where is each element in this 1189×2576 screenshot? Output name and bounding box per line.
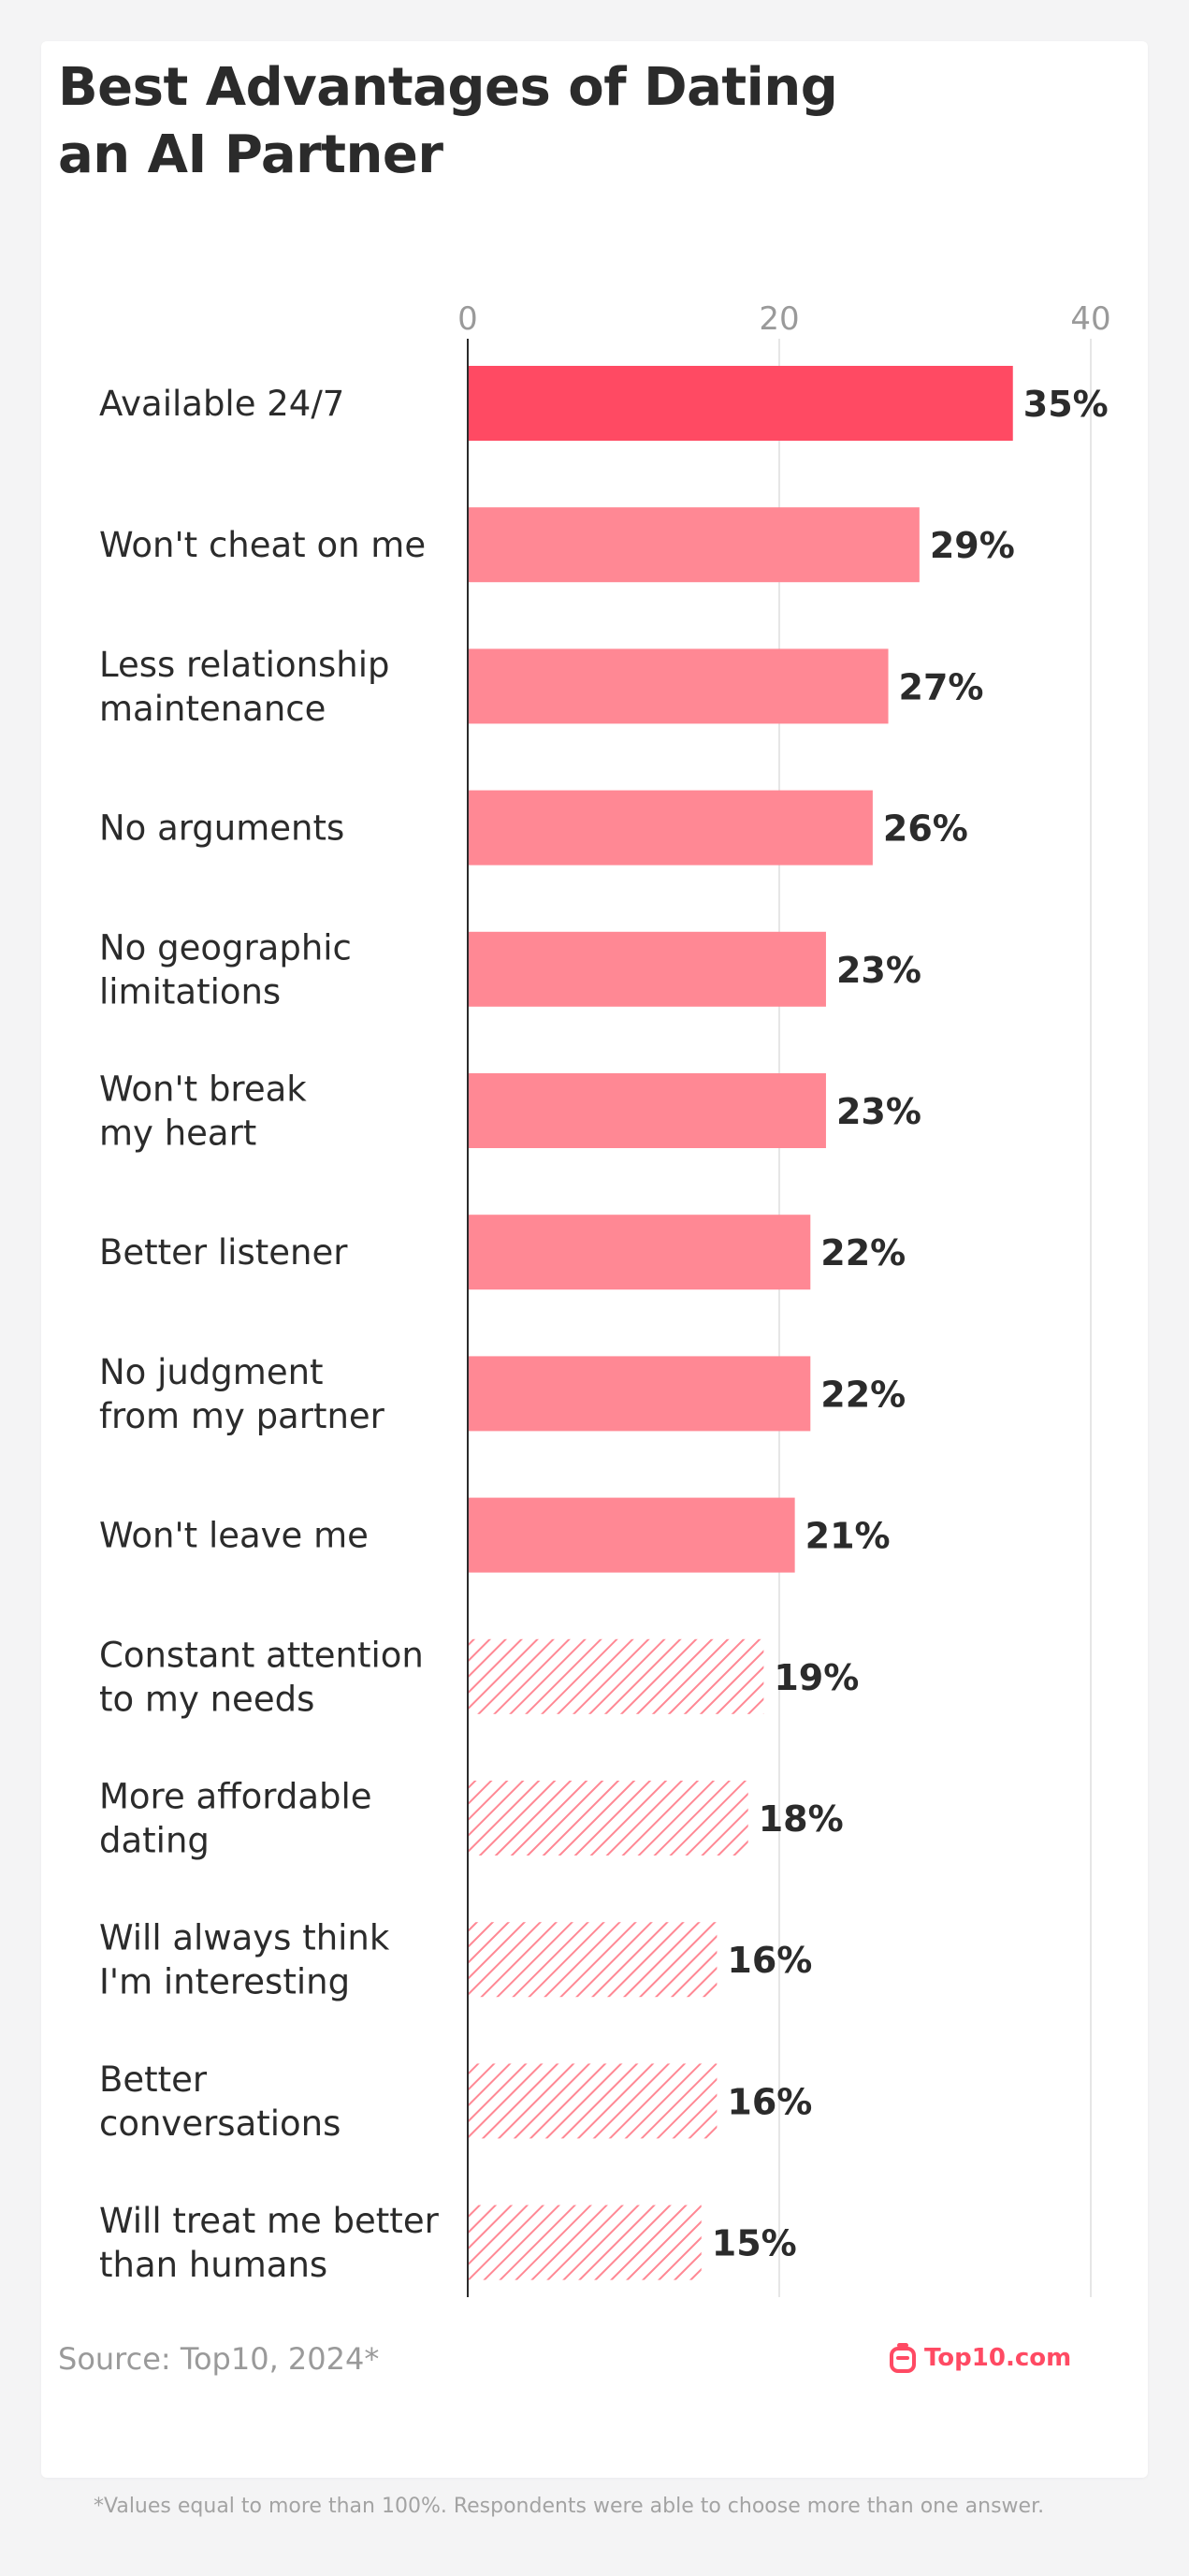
top10-logo-icon (890, 2343, 916, 2373)
value-label-1: 35% (1023, 384, 1109, 425)
category-label-12-line-1: Will always think (99, 1918, 390, 1958)
category-label-10-line-1: Constant attention (99, 1635, 424, 1675)
value-label-3: 27% (899, 666, 984, 707)
tick-label-0: 0 (457, 300, 478, 338)
value-label-2: 29% (930, 525, 1015, 566)
category-labels: Available 24/7 Won't cheat on me Less rela… (99, 384, 440, 2285)
brand-name: Top10.com (924, 2344, 1072, 2372)
bar-2 (468, 507, 920, 583)
value-label-11: 18% (759, 1798, 844, 1840)
tick-label-20: 20 (759, 300, 799, 338)
value-labels: 35% 29% 27% 26% 23% 23% 22% 22% 21% 19% 18% 16% 16% 1… (712, 384, 1109, 2264)
bar-4 (468, 790, 873, 866)
category-label-8-line-1: No judgment (99, 1352, 324, 1392)
value-label-8: 22% (820, 1374, 906, 1415)
category-label-14-line-1: Will treat me better (99, 2201, 440, 2241)
value-label-9: 21% (805, 1516, 891, 1557)
category-label-13-line-2: conversations (99, 2103, 341, 2144)
value-label-10: 19% (774, 1657, 859, 1698)
category-label-12-line-2: I'm interesting (99, 1962, 350, 2002)
brand-logo[interactable]: Top10.com (889, 2337, 1071, 2379)
value-label-13: 16% (727, 2081, 812, 2122)
value-label-14: 15% (712, 2223, 797, 2264)
tick-label-40: 40 (1070, 300, 1110, 338)
bar-6 (468, 1073, 826, 1148)
bars (468, 366, 1013, 2280)
category-label-4: No arguments (99, 808, 344, 849)
category-label-6-line-2: my heart (99, 1113, 256, 1154)
category-label-7: Better listener (99, 1232, 348, 1273)
category-label-11-line-1: More affordable (99, 1777, 372, 1817)
footnote-text: *Values equal to more than 100%. Respond… (94, 2495, 1045, 2518)
category-label-10-line-2: to my needs (99, 1679, 314, 1719)
chart-title-line-2: an AI Partner (58, 124, 443, 185)
category-label-6-line-1: Won't break (99, 1070, 307, 1110)
value-label-5: 23% (836, 950, 921, 991)
source-text: Source: Top10, 2024* (58, 2341, 380, 2377)
bar-10 (468, 1638, 764, 1714)
value-label-7: 22% (820, 1232, 906, 1273)
chart-title: Best Advantages of Dating an AI Partner (58, 54, 900, 189)
value-label-6: 23% (836, 1091, 921, 1132)
category-label-1: Available 24/7 (99, 384, 344, 424)
x-axis-ticks: 0 20 40 (457, 300, 1110, 338)
category-label-5-line-1: No geographic (99, 927, 352, 968)
bar-5 (468, 931, 826, 1007)
bar-12 (468, 1922, 718, 1998)
bar-11 (468, 1781, 748, 1856)
grid-lines (778, 339, 1092, 2297)
bar-8 (468, 1356, 811, 1432)
bar-9 (468, 1497, 795, 1573)
bar-7 (468, 1215, 811, 1290)
category-label-3-line-1: Less relationship (99, 645, 390, 685)
category-label-14-line-2: than humans (99, 2245, 327, 2285)
category-label-3-line-2: maintenance (99, 689, 326, 729)
bar-13 (468, 2063, 718, 2139)
category-label-8-line-2: from my partner (99, 1396, 385, 1436)
category-label-11-line-2: dating (99, 1821, 210, 1861)
value-label-4: 26% (883, 808, 968, 850)
bar-chart: 0 20 40 Available 24/7 Won't cheat on me Les… (99, 300, 1111, 2297)
chart-title-line-1: Best Advantages of Dating (58, 57, 838, 118)
bar-3 (468, 648, 889, 724)
category-label-9: Won't leave me (99, 1516, 369, 1556)
category-label-2: Won't cheat on me (99, 525, 426, 565)
category-label-13-line-1: Better (99, 2059, 208, 2100)
value-label-12: 16% (727, 1940, 812, 1981)
bar-1 (468, 366, 1013, 441)
bar-14 (468, 2205, 702, 2280)
category-label-5-line-2: limitations (99, 971, 281, 1011)
